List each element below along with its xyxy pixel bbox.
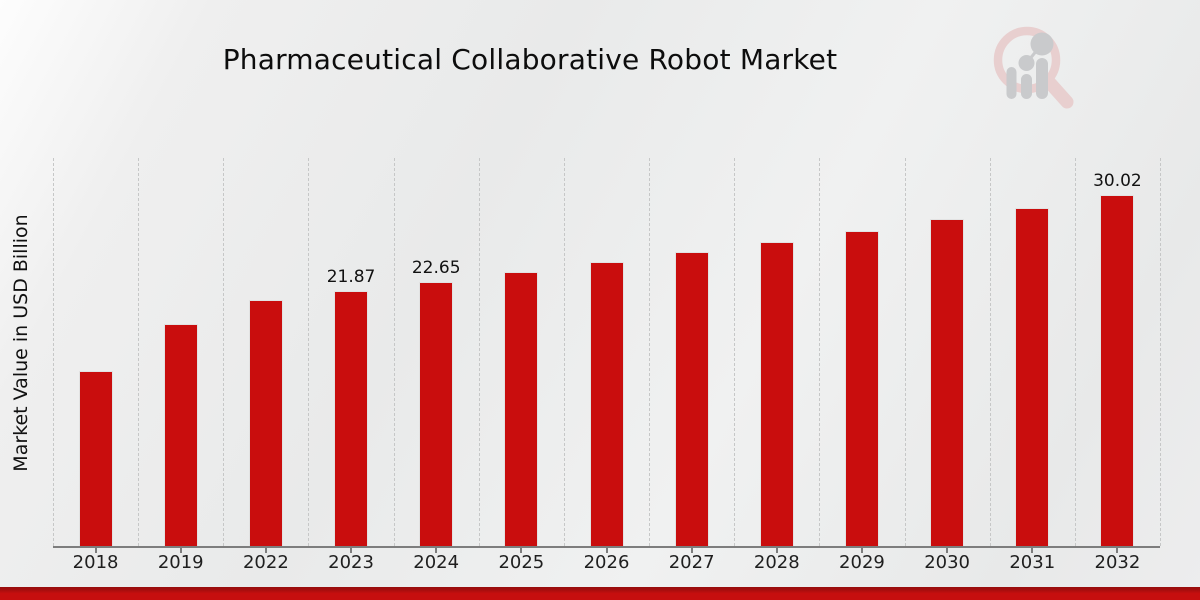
vertical-gridline: [734, 158, 736, 546]
x-axis-label-2031: 2031: [1009, 552, 1056, 573]
x-axis-label-2019: 2019: [157, 552, 204, 573]
x-axis-tick: [946, 548, 949, 553]
x-axis-line: [53, 546, 1160, 548]
bar-2022: [248, 299, 283, 546]
x-axis-tick: [520, 548, 523, 553]
x-axis-label-2029: 2029: [839, 552, 885, 573]
bar-value-label-2024: 22.65: [411, 257, 461, 278]
x-axis-label-2027: 2027: [668, 552, 715, 573]
vertical-gridline: [1074, 158, 1076, 546]
x-axis-tick: [264, 548, 267, 553]
vertical-gridline: [649, 158, 651, 546]
vertical-gridline: [478, 158, 480, 546]
x-axis-tick: [1116, 548, 1119, 553]
x-axis-label-2028: 2028: [753, 552, 800, 573]
bar-2024: [419, 281, 454, 546]
bar-2018: [78, 370, 113, 546]
x-axis-label-2024: 2024: [413, 552, 460, 573]
x-axis-label-2023: 2023: [328, 552, 374, 573]
x-axis-label-2022: 2022: [242, 552, 289, 573]
vertical-gridline: [53, 158, 54, 546]
x-axis-tick: [1031, 548, 1034, 553]
bar-value-label-2032: 30.02: [1093, 171, 1142, 192]
x-axis-tick: [690, 548, 693, 553]
bar-2030: [930, 219, 965, 546]
bar-2028: [759, 241, 794, 546]
footer-red-banner: [0, 587, 1200, 600]
x-axis-tick: [94, 548, 97, 553]
x-axis-label-2026: 2026: [583, 552, 630, 573]
vertical-gridline: [393, 158, 395, 546]
vertical-gridline: [904, 158, 906, 546]
x-axis-tick: [179, 548, 182, 553]
vertical-gridline: [138, 158, 140, 546]
x-axis-label-2030: 2030: [924, 552, 971, 573]
x-axis-label-2018: 2018: [72, 552, 119, 573]
x-axis-tick: [435, 548, 438, 553]
x-axis-tick: [350, 548, 353, 553]
y-axis-label: Market Value in USD Billion: [10, 214, 32, 472]
page-title: Pharmaceutical Collaborative Robot Marke…: [222, 43, 838, 76]
vertical-gridline: [308, 158, 310, 546]
bar-2032: [1100, 195, 1135, 546]
bar-2025: [504, 272, 539, 546]
bar-value-label-2023: 21.87: [326, 266, 376, 287]
vertical-gridline: [223, 158, 225, 546]
vertical-gridline: [819, 158, 821, 546]
x-axis-tick: [605, 548, 608, 553]
vertical-gridline: [563, 158, 565, 546]
x-axis-tick: [860, 548, 863, 553]
magnifier-barchart-logo-icon: [993, 26, 1074, 109]
x-axis-label-2025: 2025: [498, 552, 545, 573]
x-axis-label-2032: 2032: [1094, 552, 1141, 573]
bar-2029: [844, 230, 879, 546]
bar-2019: [163, 323, 198, 546]
x-axis-tick: [775, 548, 778, 553]
bar-2027: [674, 252, 709, 546]
chart-plot-area: 2018 2019 2022 21.87 2023 22.65 2024 2025 2026 20…: [53, 158, 1161, 573]
vertical-gridline: [989, 158, 991, 546]
bar-2023: [334, 290, 369, 546]
vertical-gridline: [1160, 158, 1161, 546]
bar-2031: [1015, 207, 1050, 546]
bar-2026: [589, 262, 624, 546]
